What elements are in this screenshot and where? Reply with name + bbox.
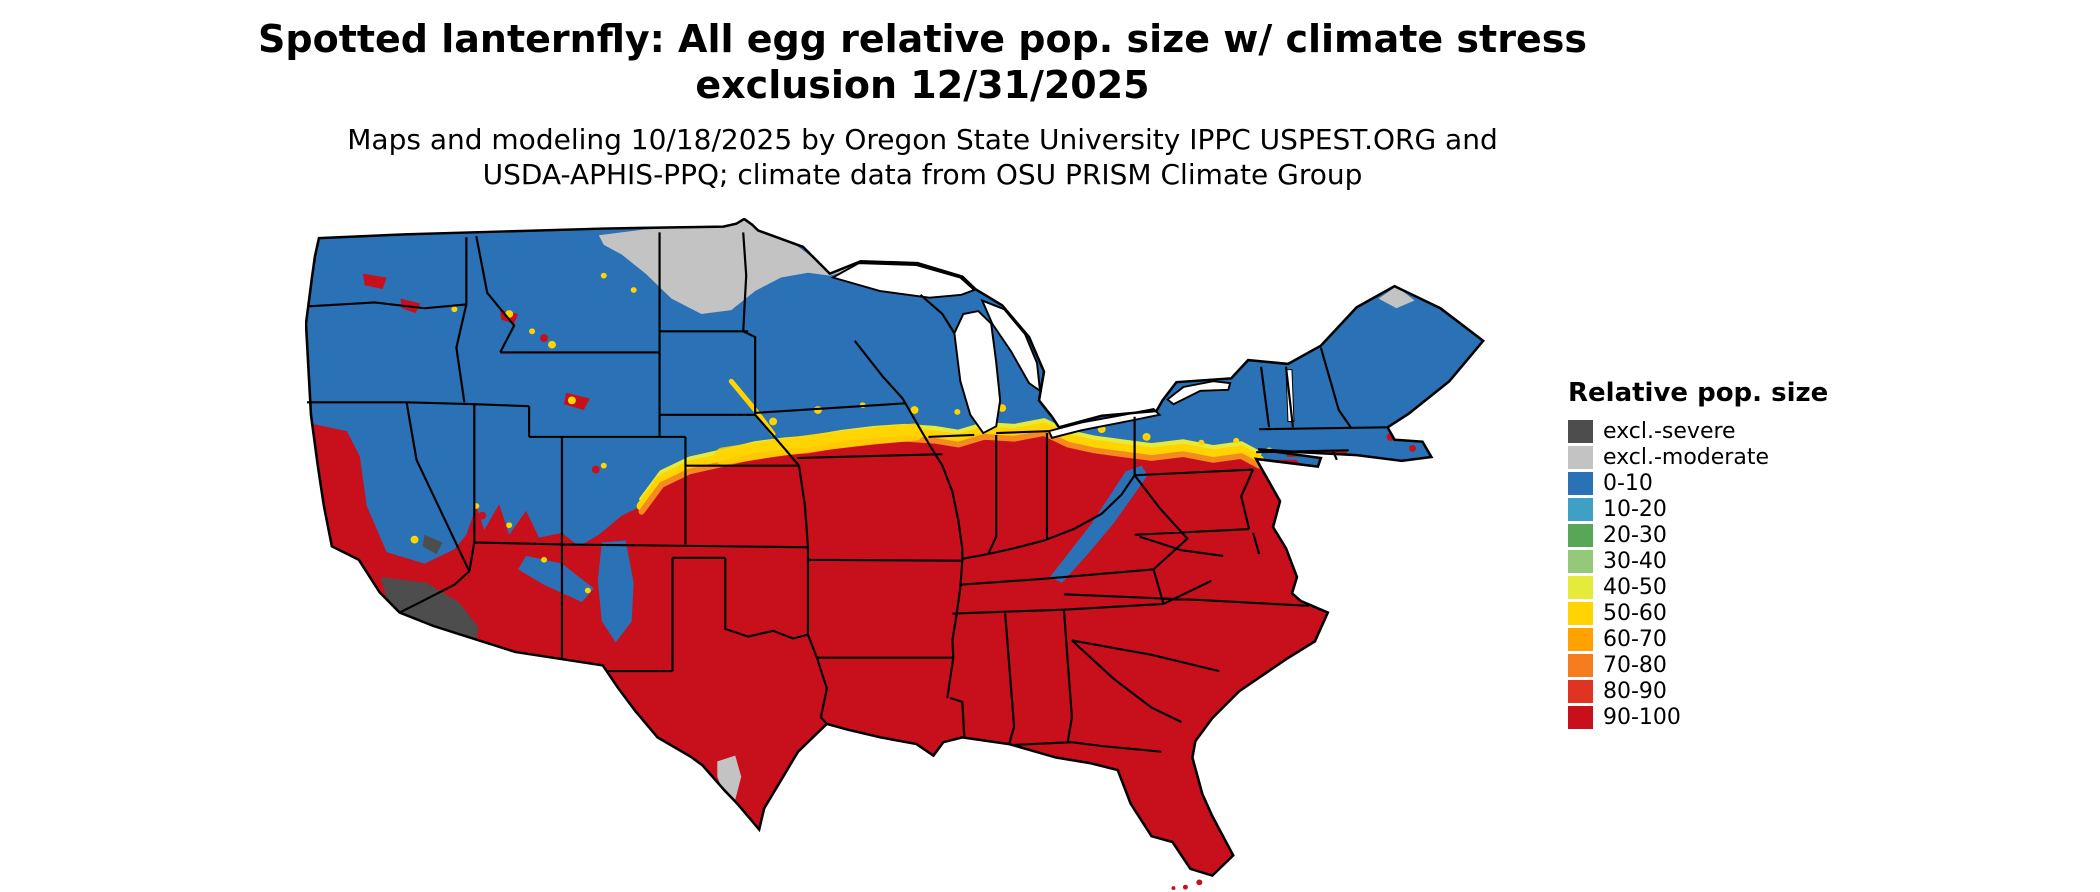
- legend-swatch: [1568, 576, 1593, 599]
- legend-item: 40-50: [1568, 576, 1898, 599]
- legend-label: 80-90: [1603, 679, 1667, 704]
- region-az-rim-blue: [518, 555, 594, 602]
- legend-swatch: [1568, 654, 1593, 677]
- legend-label: excl.-moderate: [1603, 445, 1769, 470]
- legend-swatch: [1568, 446, 1593, 469]
- legend-swatch: [1568, 680, 1593, 703]
- legend-item: 10-20: [1568, 498, 1898, 521]
- lake-erie: [1047, 407, 1162, 439]
- title-line-2: exclusion 12/31/2025: [695, 63, 1150, 107]
- region-sierra-blue: [362, 443, 415, 554]
- map-subtitle: Maps and modeling 10/18/2025 by Oregon S…: [0, 122, 1845, 192]
- legend-item: excl.-moderate: [1568, 446, 1898, 469]
- legend-label: 0-10: [1603, 471, 1653, 496]
- region-nm-mountains-blue: [597, 540, 634, 643]
- legend-item: 60-70: [1568, 628, 1898, 651]
- legend-swatch: [1568, 550, 1593, 573]
- legend-swatch: [1568, 524, 1593, 547]
- legend-item: 50-60: [1568, 602, 1898, 625]
- legend-swatch: [1568, 498, 1593, 521]
- title-line-1: Spotted lanternfly: All egg relative pop…: [258, 17, 1587, 61]
- legend-swatch: [1568, 706, 1593, 729]
- lake-michigan: [953, 310, 1002, 435]
- map-title: Spotted lanternfly: All egg relative pop…: [0, 16, 1845, 108]
- legend-label: 50-60: [1603, 601, 1667, 626]
- legend-item: 0-10: [1568, 472, 1898, 495]
- florida-keys: [1171, 879, 1203, 890]
- legend-label: 10-20: [1603, 497, 1667, 522]
- legend-item: 90-100: [1568, 706, 1898, 729]
- legend-swatch: [1568, 472, 1593, 495]
- legend-item: 30-40: [1568, 550, 1898, 573]
- legend-label: 90-100: [1603, 705, 1681, 730]
- region-moderate-north: [598, 219, 863, 314]
- region-appalachian-blue: [1049, 465, 1148, 583]
- lake-superior: [830, 262, 977, 299]
- legend-swatch: [1568, 602, 1593, 625]
- subtitle-line-1: Maps and modeling 10/18/2025 by Oregon S…: [347, 123, 1498, 156]
- legend-label: 40-50: [1603, 575, 1667, 600]
- legend-item: 70-80: [1568, 654, 1898, 677]
- region-moderate-maine: [1378, 286, 1415, 309]
- us-map: [305, 218, 1530, 890]
- legend-title: Relative pop. size: [1568, 378, 1829, 408]
- region-severe-deathvalley: [422, 534, 443, 554]
- legend-item: 80-90: [1568, 680, 1898, 703]
- legend-item: excl.-severe: [1568, 420, 1898, 443]
- state-borders: [306, 232, 1387, 753]
- legend-label: 60-70: [1603, 627, 1667, 652]
- legend-label: 70-80: [1603, 653, 1667, 678]
- us-map-svg: [305, 218, 1485, 890]
- subtitle-line-2: USDA-APHIS-PPQ; climate data from OSU PR…: [482, 158, 1363, 191]
- legend-item: 20-30: [1568, 524, 1898, 547]
- legend: Relative pop. size excl.-severe excl.-mo…: [1568, 378, 1898, 732]
- legend-label: 30-40: [1603, 549, 1667, 574]
- legend-swatch: [1568, 628, 1593, 651]
- legend-label: excl.-severe: [1603, 419, 1736, 444]
- band-gold-fuzz: [714, 423, 924, 465]
- legend-label: 20-30: [1603, 523, 1667, 548]
- lake-ontario: [1165, 380, 1232, 406]
- legend-swatch: [1568, 420, 1593, 443]
